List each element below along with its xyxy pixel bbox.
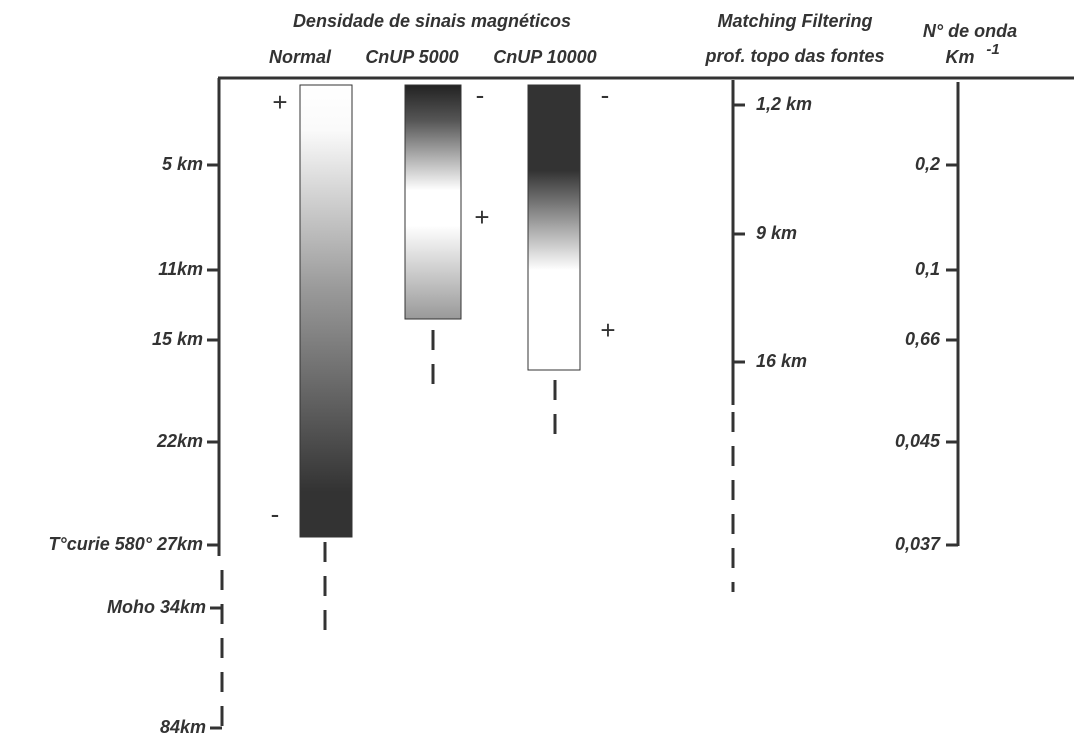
column-label: CnUP 10000: [493, 47, 596, 67]
depth-label: 5 km: [162, 154, 203, 174]
wave-label: 0,037: [895, 534, 941, 554]
bar: [299, 84, 353, 538]
header: Densidade de sinais magnéticos Normal Cn…: [269, 11, 1017, 67]
depth-label: 22km: [156, 431, 203, 451]
sign: +: [272, 87, 287, 117]
column-label: Normal: [269, 47, 332, 67]
wave-title: N° de onda: [923, 21, 1017, 41]
wave-label: 0,045: [895, 431, 941, 451]
sign: +: [600, 315, 615, 345]
content: + - - + - + 5 km 11km 15 km 22km T°curie 580…: [49, 80, 958, 737]
depth-label: Moho 34km: [107, 597, 206, 617]
bar: [527, 84, 581, 371]
bar: [404, 84, 462, 320]
wave-label: 0,1: [915, 259, 940, 279]
wave-label: 0,2: [915, 154, 940, 174]
sign: +: [474, 202, 489, 232]
wave-unit: Km: [945, 47, 974, 67]
depth-label: 15 km: [152, 329, 203, 349]
wave-label: 0,66: [905, 329, 941, 349]
column-label: CnUP 5000: [365, 47, 458, 67]
sign: -: [476, 80, 485, 110]
matching-subtitle: prof. topo das fontes: [705, 46, 885, 66]
title: Densidade de sinais magnéticos: [293, 11, 571, 31]
sign: -: [601, 80, 610, 110]
depth-label: 11km: [158, 259, 203, 279]
matching-title: Matching Filtering: [718, 11, 873, 31]
depth-label: 84km: [160, 717, 206, 737]
wave-exponent: -1: [986, 41, 999, 58]
matching-label: 9 km: [756, 223, 797, 243]
matching-label: 16 km: [756, 351, 807, 371]
matching-label: 1,2 km: [756, 94, 812, 114]
depth-label: T°curie 580° 27km: [49, 534, 204, 554]
sign: -: [271, 499, 280, 529]
